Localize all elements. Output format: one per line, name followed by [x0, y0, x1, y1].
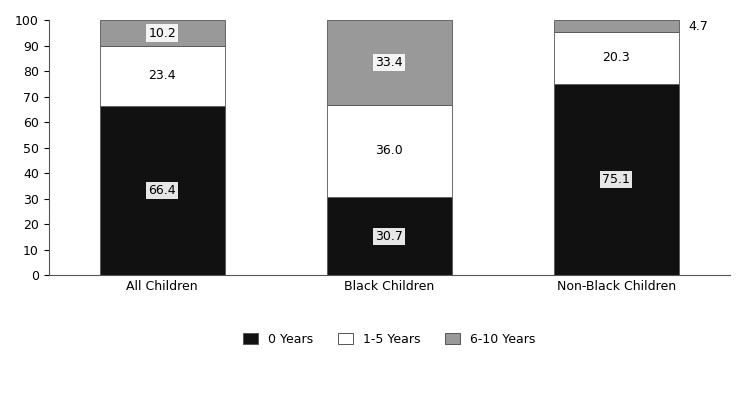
Bar [554, 32, 679, 83]
Bar [327, 20, 451, 105]
Text: 30.7: 30.7 [375, 229, 403, 243]
Text: 36.0: 36.0 [375, 144, 403, 157]
Text: 4.7: 4.7 [688, 20, 708, 33]
Bar [100, 20, 225, 46]
Bar [327, 105, 451, 197]
Bar [554, 83, 679, 275]
Text: 10.2: 10.2 [148, 27, 176, 40]
Text: 20.3: 20.3 [603, 51, 630, 64]
Bar [100, 106, 225, 275]
Text: 23.4: 23.4 [148, 70, 176, 83]
Text: 75.1: 75.1 [603, 173, 630, 186]
Bar [100, 46, 225, 106]
Text: 66.4: 66.4 [148, 184, 176, 197]
Bar [554, 20, 679, 32]
Bar [327, 197, 451, 275]
Legend: 0 Years, 1-5 Years, 6-10 Years: 0 Years, 1-5 Years, 6-10 Years [238, 328, 541, 351]
Text: 33.4: 33.4 [375, 56, 403, 69]
